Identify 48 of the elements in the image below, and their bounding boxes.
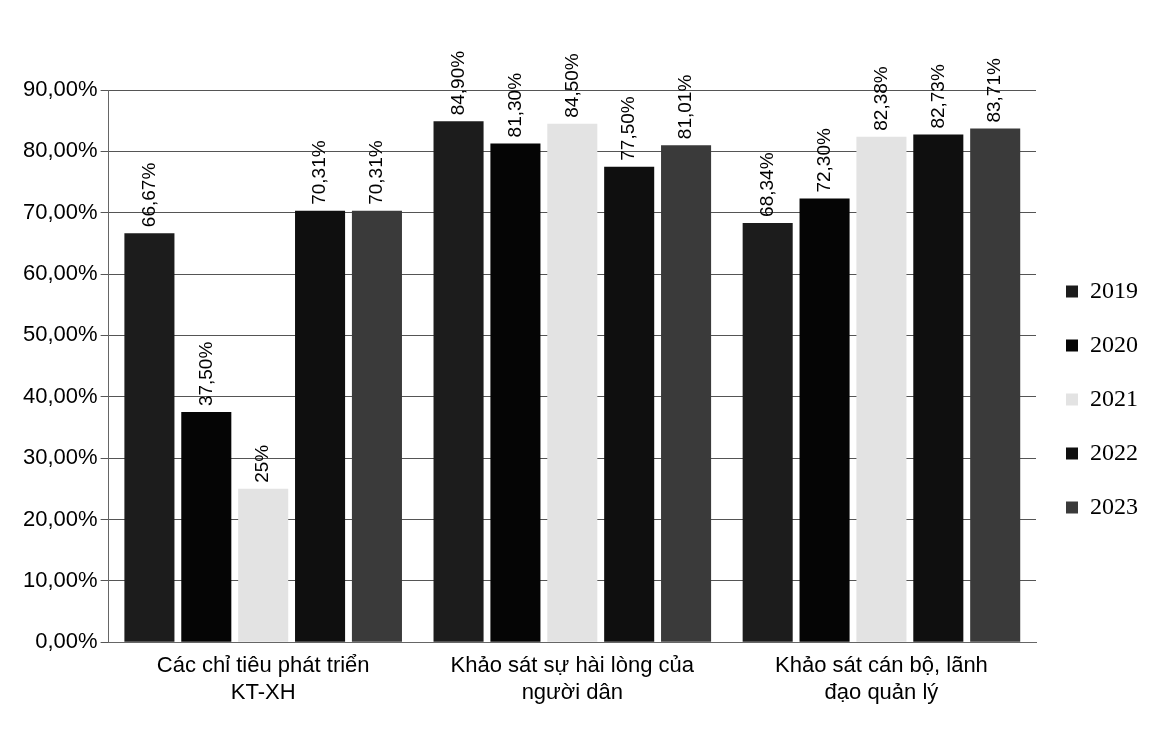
x-tick-label: Khảo sát sự hài lòng của người dân — [450, 652, 695, 704]
data-label: 82,73% — [926, 64, 948, 129]
data-label: 84,50% — [560, 53, 582, 118]
data-label: 70,31% — [308, 140, 330, 205]
data-label: 82,38% — [869, 66, 891, 131]
x-tick-label: Các chỉ tiêu phát triển KT-XH — [156, 652, 370, 704]
bar — [742, 222, 793, 642]
bar — [295, 210, 346, 642]
data-label: 72,30% — [812, 128, 834, 193]
data-label: 68,34% — [755, 152, 777, 217]
y-tick-label: 20,00% — [22, 505, 98, 531]
legend-label: 2021 — [1090, 384, 1138, 411]
data-label: 83,71% — [983, 58, 1005, 123]
data-label: 81,01% — [674, 74, 696, 140]
x-tick-label: Khảo sát cán bộ, lãnh đạo quản lý — [775, 652, 988, 704]
bar — [547, 123, 598, 642]
bar — [970, 128, 1021, 642]
y-tick-label: 50,00% — [22, 321, 98, 347]
bar — [433, 121, 484, 642]
data-label: 66,67% — [137, 162, 159, 228]
legend-label: 2020 — [1090, 330, 1138, 357]
bar — [124, 233, 175, 642]
data-label: 84,90% — [446, 50, 468, 116]
bar — [181, 412, 232, 642]
legend-label: 2019 — [1090, 276, 1138, 303]
bar — [661, 145, 712, 642]
y-tick-label: 30,00% — [22, 444, 98, 470]
bar — [856, 136, 907, 642]
bar — [351, 210, 402, 642]
data-label: 77,50% — [617, 96, 639, 161]
data-label: 81,30% — [503, 72, 525, 138]
bar — [238, 488, 289, 642]
bar — [490, 143, 541, 642]
data-label: 25% — [251, 444, 273, 483]
legend-label: 2023 — [1090, 492, 1138, 519]
y-tick-label: 80,00% — [22, 137, 98, 163]
bar — [604, 166, 655, 642]
y-tick-label: 60,00% — [22, 260, 98, 286]
y-tick-label: 0,00% — [35, 628, 98, 654]
data-label: 37,50% — [194, 341, 216, 407]
bar — [913, 134, 964, 642]
y-tick-label: 10,00% — [22, 566, 98, 592]
legend-label: 2022 — [1090, 438, 1138, 465]
y-tick-label: 90,00% — [22, 76, 98, 102]
bar — [799, 198, 850, 642]
y-tick-label: 70,00% — [22, 198, 98, 224]
y-tick-label: 40,00% — [22, 382, 98, 408]
data-label: 70,31% — [365, 140, 387, 205]
